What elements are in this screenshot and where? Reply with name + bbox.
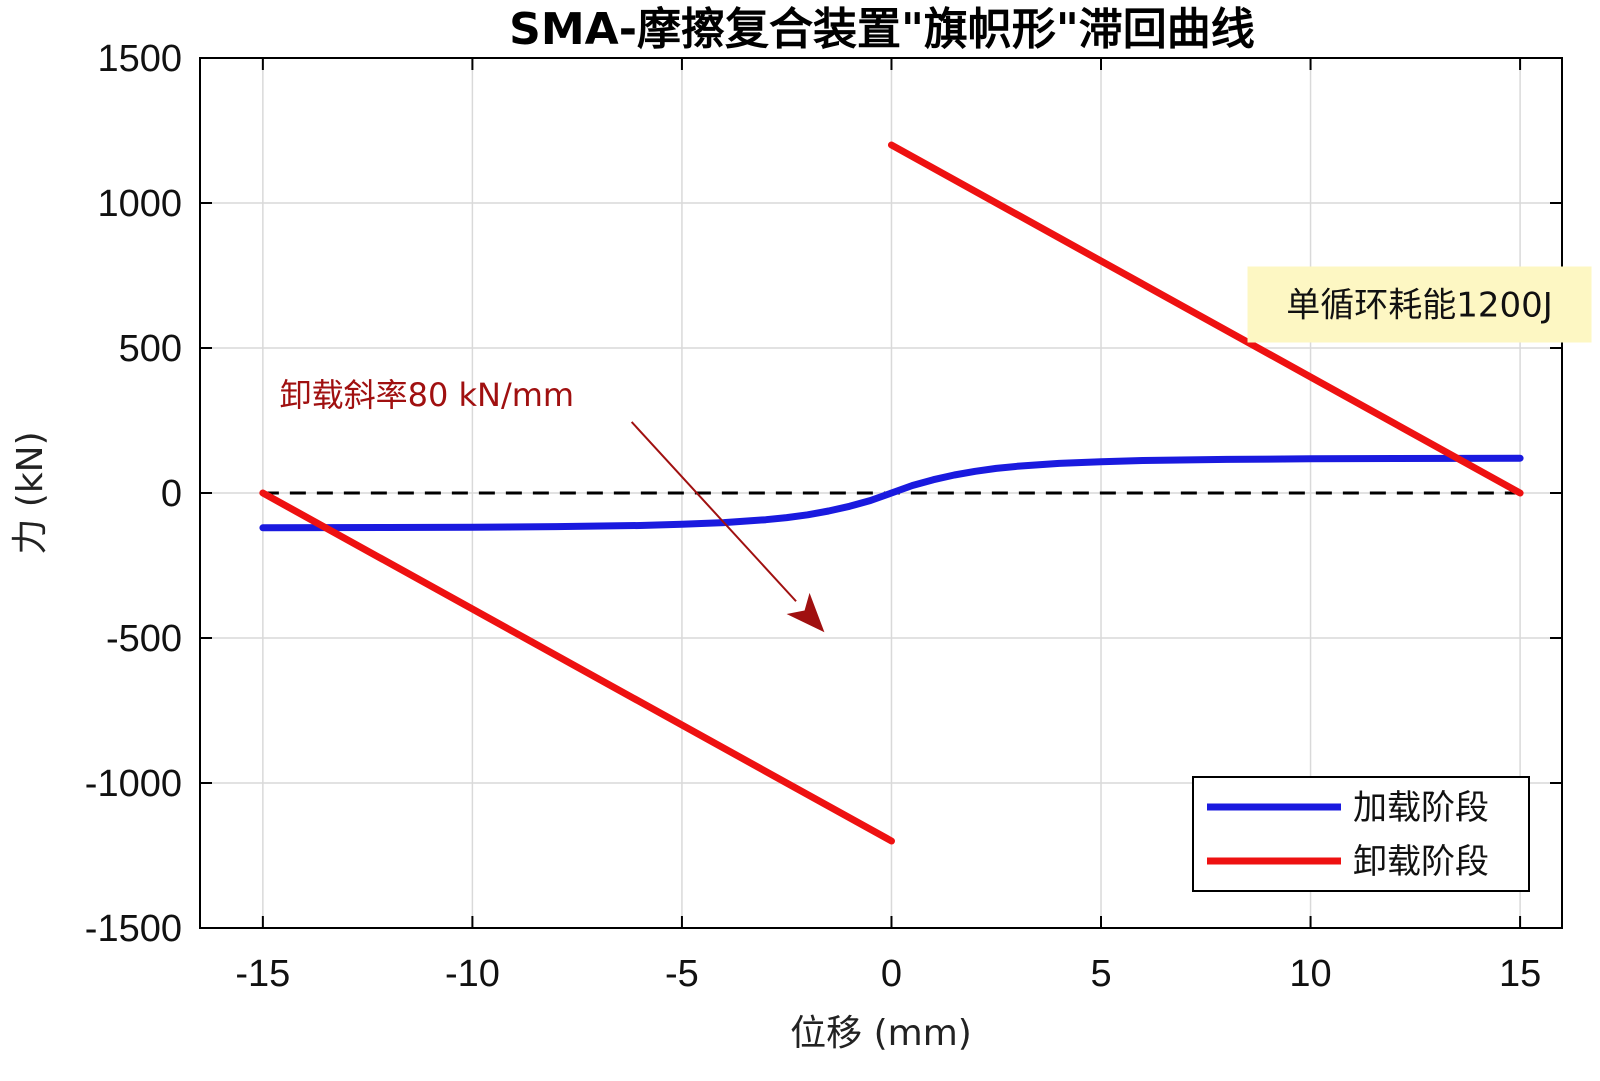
axis-ticks: -15 -10 -5 0 5 10 15 -1500 -1000 -500 0 500 1000 1500: [85, 38, 1562, 995]
loading-curve: [259, 454, 1524, 532]
y-axis-label: 力 (kN): [10, 431, 51, 554]
x-tick-label: 5: [1090, 953, 1111, 995]
y-tick-label: -500: [106, 618, 182, 660]
y-tick-label: 1000: [97, 183, 182, 225]
y-tick-label: -1500: [85, 908, 182, 950]
legend-entry: 加载阶段: [1353, 788, 1489, 828]
x-tick-label: 10: [1289, 953, 1331, 995]
y-tick-label: 1500: [97, 38, 182, 80]
slope-arrow-head: [786, 592, 825, 633]
x-tick-label: -10: [445, 953, 500, 995]
slope-arrow-line: [630, 421, 797, 602]
x-tick-label: 15: [1499, 953, 1541, 995]
x-tick-label: -15: [235, 953, 290, 995]
chart-title: SMA-摩擦复合装置"旗帜形"滞回曲线: [509, 4, 1255, 55]
annotations-layer: 卸载斜率80 kN/mm 单循环耗能1200J: [280, 266, 1592, 633]
x-axis-label: 位移 (mm): [790, 1013, 972, 1054]
legend-box: [1192, 776, 1530, 892]
x-tick-label: 0: [881, 953, 902, 995]
series-layer: [259, 141, 1524, 845]
unloading-line: [259, 489, 895, 845]
y-tick-label: -1000: [85, 763, 182, 805]
energy-annotation-box: [1247, 266, 1592, 343]
y-tick-label: 0: [161, 473, 182, 515]
unloading-line: [887, 141, 1524, 497]
energy-annotation: 单循环耗能1200J: [1286, 286, 1553, 326]
y-tick-label: 500: [119, 328, 182, 370]
slope-annotation: 卸载斜率80 kN/mm: [280, 376, 575, 414]
x-tick-label: -5: [665, 953, 699, 995]
legend-entry: 卸载阶段: [1353, 842, 1489, 882]
